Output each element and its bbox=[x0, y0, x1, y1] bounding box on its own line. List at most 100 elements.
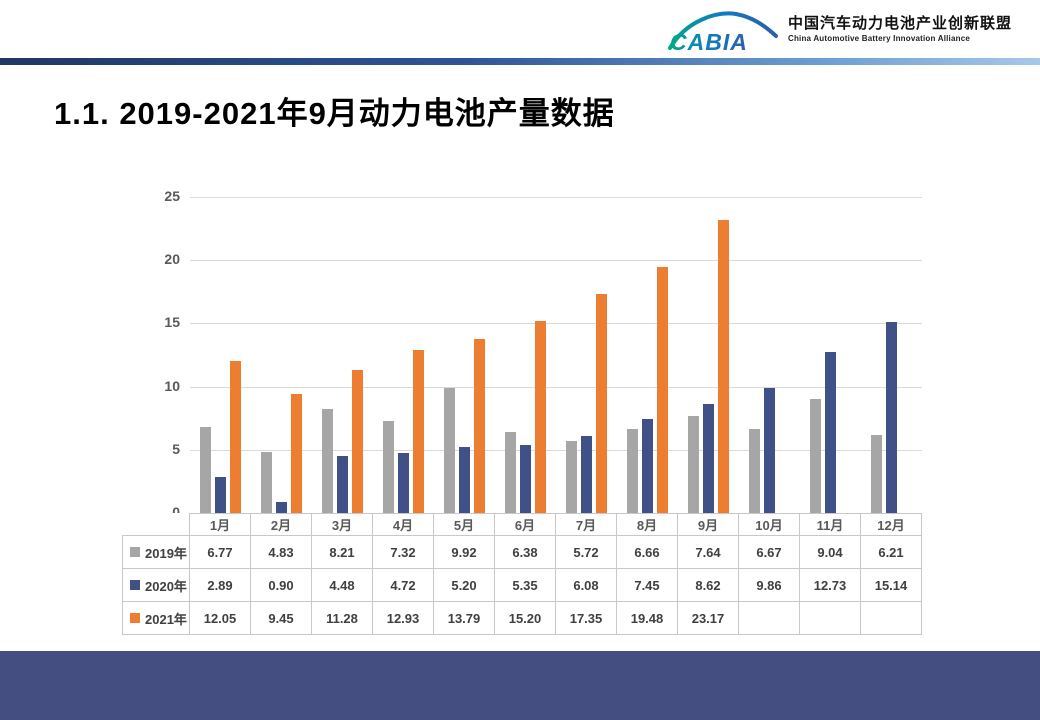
value-cell-2021年-1月: 12.05 bbox=[190, 602, 251, 635]
value-cell-2019年-5月: 9.92 bbox=[434, 536, 495, 569]
legend-label-2021年: 2021年 bbox=[145, 611, 187, 627]
gridline-25 bbox=[190, 197, 922, 198]
bar-2020年-6月 bbox=[520, 445, 531, 513]
gridline-10 bbox=[190, 386, 922, 388]
bar-2019年-4月 bbox=[383, 420, 394, 513]
bar-2019年-7月 bbox=[566, 440, 577, 513]
table-corner-cell bbox=[122, 513, 190, 536]
value-cell-2020年-1月: 2.89 bbox=[190, 569, 251, 602]
bar-2019年-1月 bbox=[200, 427, 211, 513]
bar-2020年-4月 bbox=[398, 453, 409, 513]
value-cell-2019年-9月: 7.64 bbox=[678, 536, 739, 569]
value-cell-2021年-10月 bbox=[739, 602, 800, 635]
value-cell-2021年-2月: 9.45 bbox=[251, 602, 312, 635]
header-divider bbox=[0, 58, 1040, 65]
bar-2020年-11月 bbox=[825, 352, 836, 513]
header: CABIA 中国汽车动力电池产业创新联盟 China Automotive Ba… bbox=[0, 0, 1040, 58]
bottom-band bbox=[0, 651, 1040, 720]
bar-2019年-2月 bbox=[261, 451, 272, 513]
value-cell-2020年-3月: 4.48 bbox=[312, 569, 373, 602]
value-cell-2020年-12月: 15.14 bbox=[861, 569, 922, 602]
value-cell-2021年-9月: 23.17 bbox=[678, 602, 739, 635]
bar-2021年-8月 bbox=[657, 266, 668, 513]
month-header-12月: 12月 bbox=[861, 513, 922, 536]
value-cell-2021年-4月: 12.93 bbox=[373, 602, 434, 635]
value-cell-2019年-8月: 6.66 bbox=[617, 536, 678, 569]
bar-2020年-5月 bbox=[459, 447, 470, 513]
bar-2019年-5月 bbox=[444, 387, 455, 513]
month-header-8月: 8月 bbox=[617, 513, 678, 536]
bar-2019年-12月 bbox=[871, 434, 882, 513]
value-cell-2019年-7月: 5.72 bbox=[556, 536, 617, 569]
value-cell-2020年-9月: 8.62 bbox=[678, 569, 739, 602]
value-cell-2020年-7月: 6.08 bbox=[556, 569, 617, 602]
value-cell-2019年-11月: 9.04 bbox=[800, 536, 861, 569]
bar-2021年-1月 bbox=[230, 360, 241, 513]
month-header-6月: 6月 bbox=[495, 513, 556, 536]
value-cell-2019年-2月: 4.83 bbox=[251, 536, 312, 569]
org-name-cn: 中国汽车动力电池产业创新联盟 bbox=[787, 15, 1012, 33]
legend-cell-2021年: 2021年 bbox=[122, 602, 190, 635]
org-name-en: China Automotive Battery Innovation Alli… bbox=[787, 34, 970, 44]
bar-2021年-7月 bbox=[596, 293, 607, 513]
value-cell-2021年-12月 bbox=[861, 602, 922, 635]
bar-2020年-1月 bbox=[215, 476, 226, 513]
bar-2019年-3月 bbox=[322, 409, 333, 513]
value-cell-2020年-5月: 5.20 bbox=[434, 569, 495, 602]
legend-cell-2020年: 2020年 bbox=[122, 569, 190, 602]
month-header-5月: 5月 bbox=[434, 513, 495, 536]
value-cell-2021年-7月: 17.35 bbox=[556, 602, 617, 635]
value-cell-2020年-10月: 9.86 bbox=[739, 569, 800, 602]
bar-2021年-3月 bbox=[352, 370, 363, 513]
bar-2019年-11月 bbox=[810, 398, 821, 513]
bar-2020年-12月 bbox=[886, 321, 897, 513]
gridline-20 bbox=[190, 260, 922, 262]
bar-2019年-9月 bbox=[688, 416, 699, 513]
bar-2020年-9月 bbox=[703, 404, 714, 513]
legend-marker-2021年 bbox=[130, 613, 140, 623]
value-cell-2020年-4月: 4.72 bbox=[373, 569, 434, 602]
org-names: 中国汽车动力电池产业创新联盟 China Automotive Battery … bbox=[788, 15, 1012, 44]
month-header-10月: 10月 bbox=[739, 513, 800, 536]
month-header-7月: 7月 bbox=[556, 513, 617, 536]
data-table: 1月 2月 3月 4月 5月 6月 7月 8月 9月 10月 11月 12月 2019年 6.77 4.83… bbox=[122, 513, 922, 635]
bar-2019年-8月 bbox=[627, 428, 638, 513]
value-cell-2020年-2月: 0.90 bbox=[251, 569, 312, 602]
bar-2021年-6月 bbox=[535, 320, 546, 513]
page-title: 1.1. 2019-2021年9月动力电池产量数据 bbox=[54, 96, 615, 131]
legend-label-2020年: 2020年 bbox=[145, 578, 187, 594]
bar-2020年-10月 bbox=[764, 388, 775, 513]
logo-block: CABIA 中国汽车动力电池产业创新联盟 China Automotive Ba… bbox=[666, 6, 1012, 54]
value-cell-2019年-6月: 6.38 bbox=[495, 536, 556, 569]
y-axis-tick-5: 5 bbox=[172, 440, 180, 457]
bar-2020年-7月 bbox=[581, 436, 592, 513]
value-cell-2021年-5月: 13.79 bbox=[434, 602, 495, 635]
value-cell-2019年-4月: 7.32 bbox=[373, 536, 434, 569]
bar-2021年-4月 bbox=[413, 349, 424, 513]
gridline-5 bbox=[190, 449, 922, 451]
value-cell-2021年-8月: 19.48 bbox=[617, 602, 678, 635]
bar-2020年-8月 bbox=[642, 418, 653, 513]
month-header-4月: 4月 bbox=[373, 513, 434, 536]
month-header-11月: 11月 bbox=[800, 513, 861, 536]
bar-2021年-9月 bbox=[718, 220, 729, 513]
month-header-3月: 3月 bbox=[312, 513, 373, 536]
bar-2021年-5月 bbox=[474, 338, 485, 513]
value-cell-2019年-3月: 8.21 bbox=[312, 536, 373, 569]
y-axis-tick-10: 10 bbox=[164, 377, 180, 394]
legend-marker-2020年 bbox=[130, 580, 140, 590]
chart-plot bbox=[190, 197, 922, 513]
value-cell-2021年-11月 bbox=[800, 602, 861, 635]
bar-2019年-6月 bbox=[505, 432, 516, 513]
legend-marker-2019年 bbox=[130, 547, 140, 557]
bar-2019年-10月 bbox=[749, 428, 760, 513]
value-cell-2019年-10月: 6.67 bbox=[739, 536, 800, 569]
bar-2020年-2月 bbox=[276, 501, 287, 513]
y-axis-tick-25: 25 bbox=[164, 188, 180, 204]
logo-text: CABIA bbox=[670, 29, 748, 54]
value-cell-2020年-8月: 7.45 bbox=[617, 569, 678, 602]
value-cell-2019年-1月: 6.77 bbox=[190, 536, 251, 569]
y-axis-tick-15: 15 bbox=[164, 314, 180, 331]
y-axis-tick-20: 20 bbox=[164, 251, 180, 268]
